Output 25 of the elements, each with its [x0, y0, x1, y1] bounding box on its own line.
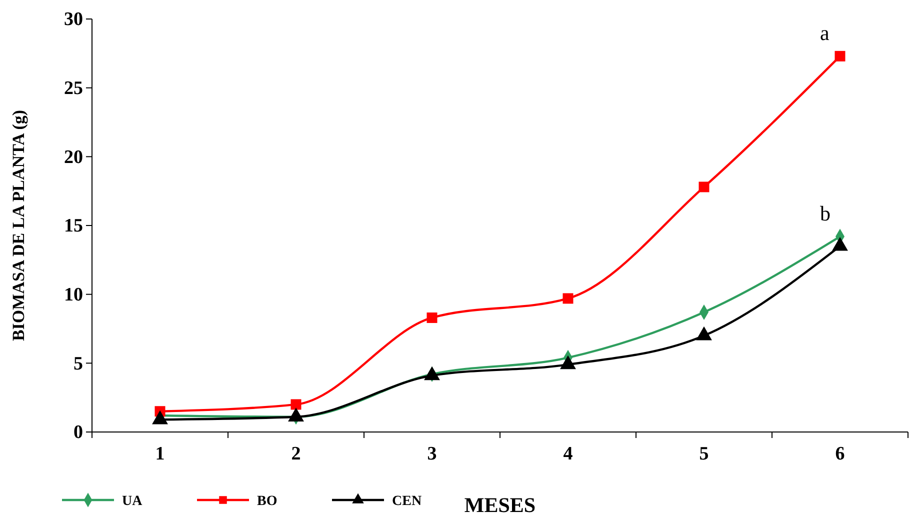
y-tick-label: 0 [74, 422, 83, 444]
y-axis-title: BIOMASA DE LA PLANTA (g) [9, 110, 28, 342]
annotation: a [820, 21, 830, 46]
annotation: b [820, 202, 830, 226]
x-tick-label: 1 [155, 443, 165, 464]
x-tick-label: 6 [835, 443, 845, 464]
y-tick-label: 10 [64, 284, 83, 306]
y-tick-label: 30 [64, 9, 83, 30]
legend-label: CEN [392, 494, 422, 509]
point [290, 399, 302, 410]
x-tick-label: 5 [699, 443, 709, 464]
point [426, 312, 438, 323]
legend-label: BO [257, 494, 278, 509]
point [562, 293, 574, 304]
x-tick-label: 4 [563, 443, 574, 464]
y-tick-label: 25 [64, 78, 83, 99]
x-tick-label: 3 [427, 443, 437, 464]
legend-label: UA [122, 494, 144, 509]
point [834, 50, 846, 62]
x-tick-label: 2 [291, 443, 301, 464]
y-tick-label: 20 [64, 146, 83, 168]
y-tick-label: 15 [64, 216, 83, 237]
point [698, 182, 710, 192]
y-tick-label: 5 [74, 353, 83, 374]
x-axis-title: MESES [464, 493, 536, 517]
